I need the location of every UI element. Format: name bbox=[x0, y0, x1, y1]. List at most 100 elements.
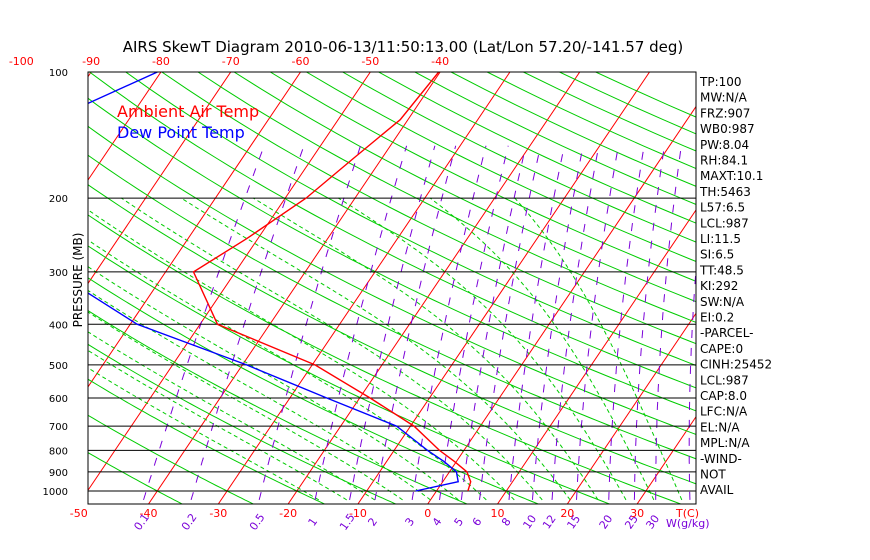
isotherm-line bbox=[427, 105, 696, 504]
mixing-ratio-tick-label: 5 bbox=[452, 515, 467, 528]
moist-adiabat-line bbox=[121, 197, 543, 501]
dry-adiabat-line bbox=[486, 72, 696, 170]
bottom-temp-tick-label: 10 bbox=[491, 507, 505, 520]
isotherm-line bbox=[636, 415, 696, 504]
dew-point-temp-line bbox=[88, 72, 460, 492]
pressure-tick-label: 800 bbox=[49, 446, 68, 457]
side-panel-item: EL:N/A bbox=[700, 420, 740, 434]
pressure-tick-label: 100 bbox=[49, 68, 68, 79]
side-panel-item: CAP:8.0 bbox=[700, 389, 747, 403]
mixing-ratio-tick-label: 3 bbox=[403, 515, 418, 528]
dry-adiabat-line bbox=[88, 214, 683, 504]
moist-adiabat-line bbox=[88, 367, 320, 501]
side-panel-item: LCL:987 bbox=[700, 373, 749, 387]
isotherm-line bbox=[88, 72, 302, 388]
mixing-ratio-line bbox=[479, 145, 542, 500]
side-panel-item: TT:48.5 bbox=[699, 263, 744, 277]
mixing-ratio-tick-label: 8 bbox=[499, 515, 514, 528]
dry-adiabat-line bbox=[88, 452, 184, 504]
side-panel-item: TP:100 bbox=[699, 75, 742, 89]
plot-frame bbox=[87, 71, 697, 505]
mixing-ratio-tick-label: 2 bbox=[365, 515, 380, 528]
moist-adiabat-line bbox=[88, 239, 487, 501]
dry-adiabat-line bbox=[88, 277, 540, 504]
side-panel-item: WB0:987 bbox=[700, 122, 755, 136]
bottom-temp-tick-label: -10 bbox=[349, 507, 367, 520]
moist-adiabat-line bbox=[181, 197, 571, 501]
y-axis-label: PRESSURE (MB) bbox=[71, 233, 85, 328]
mixing-ratio-tick-label: 4 bbox=[430, 515, 445, 528]
pressure-tick-label: 900 bbox=[49, 468, 68, 479]
mixing-ratio-tick-label: 12 bbox=[540, 513, 559, 532]
mixing-ratio-tick-label: 10 bbox=[520, 513, 539, 532]
mixing-ratio-line bbox=[374, 145, 457, 500]
legend-dew-point-temp: Dew Point Temp bbox=[117, 123, 245, 142]
side-panel-item: TH:5463 bbox=[699, 185, 751, 199]
dry-adiabat-line bbox=[88, 310, 469, 504]
pressure-tick-label: 400 bbox=[49, 320, 68, 331]
dry-adiabat-line bbox=[197, 72, 696, 323]
moist-adiabat-line bbox=[88, 311, 403, 501]
side-panel-item: MW:N/A bbox=[700, 91, 748, 105]
side-panel-item: KI:292 bbox=[700, 279, 738, 293]
side-panel-item: FRZ:907 bbox=[700, 106, 750, 120]
mixing-ratio-tick-label: 0.2 bbox=[179, 511, 200, 533]
side-panel-item: CINH:25452 bbox=[700, 358, 772, 372]
dry-adiabat-line bbox=[88, 154, 696, 460]
top-temp-tick-label: -40 bbox=[431, 55, 449, 68]
moist-adiabat-line bbox=[88, 209, 515, 501]
side-panel-item: EI:0.2 bbox=[700, 311, 734, 325]
pressure-tick-label: 700 bbox=[49, 422, 68, 433]
dry-adiabat-line bbox=[88, 378, 326, 504]
bottom-temp-tick-label: -50 bbox=[70, 507, 88, 520]
moist-adiabat-line bbox=[253, 197, 599, 501]
side-panel-item: LFC:N/A bbox=[700, 405, 748, 419]
ambient-air-temp-line bbox=[192, 72, 472, 492]
side-panel-item: L57:6.5 bbox=[700, 201, 745, 215]
isotherm-line bbox=[566, 312, 696, 504]
side-panel-item: PW:8.04 bbox=[700, 138, 749, 152]
mixing-ratio-tick-label: 0.5 bbox=[247, 511, 268, 533]
dry-adiabat-line bbox=[377, 72, 696, 224]
moist-adiabat-line bbox=[88, 266, 459, 501]
isotherm-line bbox=[88, 72, 232, 285]
dry-adiabat-line bbox=[88, 97, 696, 412]
bottom-temp-tick-label: 20 bbox=[560, 507, 574, 520]
grid-layer bbox=[0, 53, 870, 509]
isotherm-line bbox=[0, 53, 34, 509]
legend-ambient-air-temp: Ambient Air Temp bbox=[117, 102, 259, 121]
isotherm-line bbox=[88, 72, 162, 181]
top-temp-tick-label: -90 bbox=[82, 55, 100, 68]
dry-adiabat-line bbox=[160, 72, 696, 345]
chart-title: AIRS SkewT Diagram 2010-06-13/11:50:13.0… bbox=[123, 38, 684, 56]
moist-adiabat-line bbox=[514, 197, 683, 501]
top-temp-tick-label: -70 bbox=[222, 55, 240, 68]
moist-adiabat-line bbox=[429, 197, 655, 501]
side-panel-item: SI:6.5 bbox=[700, 248, 734, 262]
bottom-temp-tick-label: -40 bbox=[140, 507, 158, 520]
series-layer bbox=[88, 72, 472, 492]
bottom-temp-tick-label: 0 bbox=[424, 507, 431, 520]
dry-adiabat-line bbox=[88, 343, 398, 504]
mixing-ratio-tick-label: 1 bbox=[306, 515, 321, 528]
pressure-tick-label: 300 bbox=[49, 268, 68, 279]
moist-adiabat-line bbox=[338, 197, 627, 501]
isotherm-line bbox=[774, 53, 870, 509]
isotherm-line bbox=[357, 72, 651, 504]
side-panel-item: -PARCEL- bbox=[700, 326, 754, 340]
mixing-ratio-line bbox=[532, 145, 584, 500]
side-panel-item: LCL:987 bbox=[700, 216, 749, 230]
side-panel-item: AVAIL bbox=[700, 483, 734, 497]
dry-adiabat-line bbox=[88, 184, 696, 485]
moist-adiabat-line bbox=[88, 349, 347, 501]
mixing-ratio-line bbox=[655, 145, 682, 500]
bottom-temp-tick-label: -30 bbox=[209, 507, 227, 520]
side-panel-item: LI:11.5 bbox=[700, 232, 741, 246]
legend: Ambient Air Temp Dew Point Temp bbox=[117, 102, 259, 142]
mixing-ratio-tick-label: 20 bbox=[597, 513, 616, 532]
top-temp-tick-label: -80 bbox=[152, 55, 170, 68]
dry-adiabat-line bbox=[305, 72, 696, 262]
top-temp-tick-label: -60 bbox=[292, 55, 310, 68]
